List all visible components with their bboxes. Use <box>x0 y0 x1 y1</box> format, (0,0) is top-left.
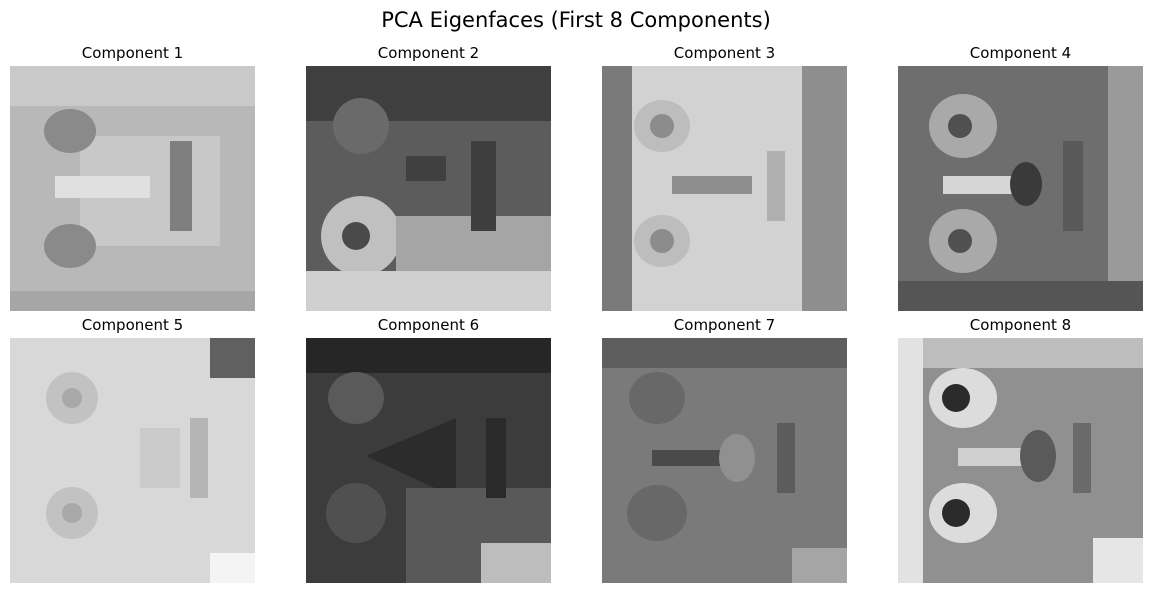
eigenface-image <box>602 338 847 583</box>
panel-title: Component 1 <box>10 43 255 63</box>
panel-title: Component 5 <box>10 315 255 335</box>
panel-component-6: Component 6 <box>306 315 551 583</box>
eigenface-image <box>898 338 1143 583</box>
eigenface-image <box>10 66 255 311</box>
panel-component-2: Component 2 <box>306 43 551 311</box>
panel-component-1: Component 1 <box>10 43 255 311</box>
figure-title: PCA Eigenfaces (First 8 Components) <box>0 6 1152 34</box>
panel-component-3: Component 3 <box>602 43 847 311</box>
eigenface-image <box>898 66 1143 311</box>
panel-title: Component 8 <box>898 315 1143 335</box>
panel-component-7: Component 7 <box>602 315 847 583</box>
panel-title: Component 4 <box>898 43 1143 63</box>
eigenface-image <box>306 338 551 583</box>
eigenface-image <box>306 66 551 311</box>
panel-title: Component 3 <box>602 43 847 63</box>
panel-component-5: Component 5 <box>10 315 255 583</box>
eigenface-image <box>602 66 847 311</box>
panel-component-8: Component 8 <box>898 315 1143 583</box>
panel-title: Component 7 <box>602 315 847 335</box>
panel-title: Component 6 <box>306 315 551 335</box>
eigenface-image <box>10 338 255 583</box>
panel-title: Component 2 <box>306 43 551 63</box>
panel-component-4: Component 4 <box>898 43 1143 311</box>
